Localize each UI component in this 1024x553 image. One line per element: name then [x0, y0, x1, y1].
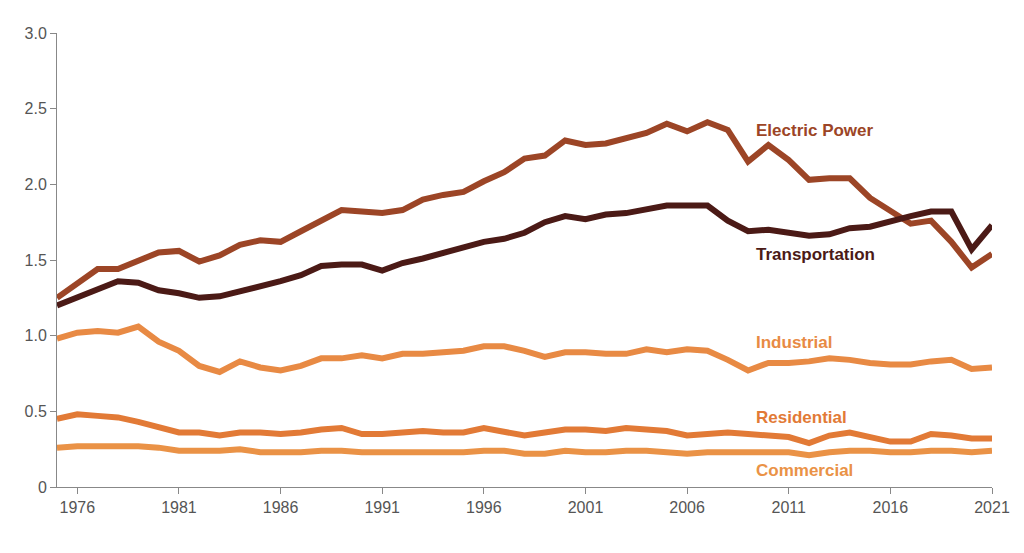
svg-text:Industrial: Industrial [756, 333, 833, 352]
svg-text:2021: 2021 [974, 499, 1010, 516]
svg-text:0: 0 [38, 479, 47, 496]
svg-text:1996: 1996 [466, 499, 502, 516]
svg-text:Residential: Residential [756, 408, 847, 427]
svg-text:1991: 1991 [364, 499, 400, 516]
svg-text:2016: 2016 [873, 499, 909, 516]
svg-text:1.0: 1.0 [25, 327, 47, 344]
svg-text:3.0: 3.0 [25, 25, 47, 42]
svg-text:Electric Power: Electric Power [756, 121, 874, 140]
svg-text:2011: 2011 [772, 499, 807, 516]
svg-text:2.5: 2.5 [25, 100, 47, 117]
svg-text:1981: 1981 [161, 499, 197, 516]
svg-text:1976: 1976 [60, 499, 96, 516]
svg-text:2006: 2006 [669, 499, 705, 516]
svg-text:1986: 1986 [263, 499, 299, 516]
svg-text:Commercial: Commercial [756, 461, 853, 480]
svg-text:1.5: 1.5 [25, 252, 47, 269]
svg-text:2001: 2001 [568, 499, 604, 516]
svg-text:0.5: 0.5 [25, 403, 47, 420]
svg-text:2.0: 2.0 [25, 176, 47, 193]
svg-text:Transportation: Transportation [756, 245, 875, 264]
